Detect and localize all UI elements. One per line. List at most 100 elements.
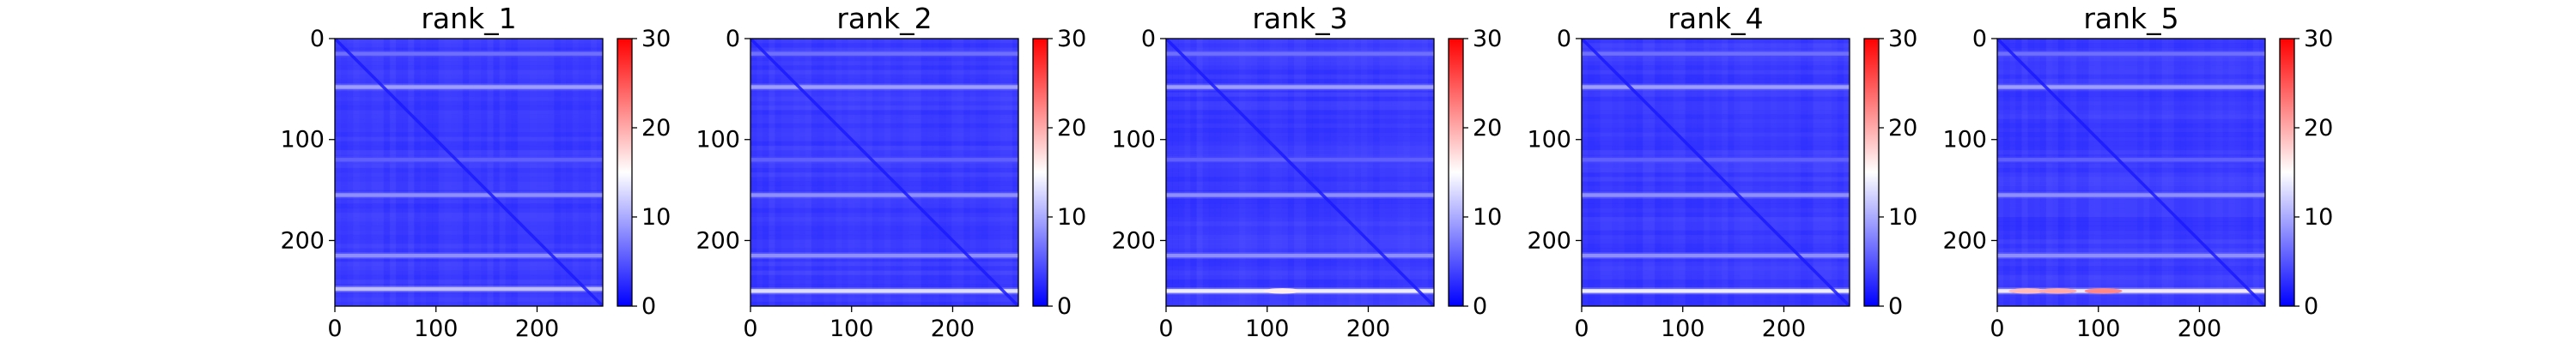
colorbar [1032, 38, 1048, 307]
panel-title: rank_4 [1668, 2, 1763, 35]
colorbar-tick-label: 20 [1888, 115, 1917, 141]
x-tick-label: 100 [414, 316, 459, 342]
row-band-1 [335, 85, 603, 89]
x-tick-label: 200 [2178, 316, 2222, 342]
row-band-4 [1997, 253, 2265, 258]
diagonal [1166, 39, 1434, 306]
panel-title: rank_5 [2083, 2, 2178, 35]
colorbar-tick-label: 10 [2304, 204, 2333, 231]
row-band-3 [335, 193, 603, 197]
colorbar-tick-label: 0 [1888, 293, 1903, 320]
x-tick-label: 0 [1990, 316, 2004, 342]
y-tick-label: 200 [1942, 227, 1987, 254]
row-band-3 [1166, 193, 1434, 197]
x-tick-label: 0 [327, 316, 342, 342]
x-tick-label: 200 [931, 316, 975, 342]
colorbar-tick-label: 10 [1888, 204, 1917, 231]
row-band-3 [1997, 193, 2265, 197]
row-band-5 [1997, 289, 2265, 293]
row-band-2 [1166, 158, 1434, 162]
hotspot-2 [2084, 288, 2123, 294]
colorbar-tick-label: 0 [641, 293, 656, 320]
row-band-2 [335, 158, 603, 162]
colorbar [1863, 38, 1880, 307]
colorbar-tick-label: 30 [1473, 26, 1502, 52]
colorbar [1448, 38, 1464, 307]
row-band-0 [750, 51, 1018, 56]
heatmap-rank_2 [750, 39, 1018, 306]
y-tick-label: 0 [1141, 26, 1156, 52]
x-tick-label: 200 [1762, 316, 1807, 342]
colorbar-tick-label: 30 [641, 26, 671, 52]
y-tick-label: 100 [1527, 127, 1571, 153]
diagonal [335, 39, 603, 306]
y-tick-label: 100 [696, 127, 740, 153]
heatmap-rank_1 [335, 39, 603, 306]
hotspot-0 [1263, 288, 1302, 294]
row-band-1 [750, 85, 1018, 89]
y-tick-label: 200 [280, 227, 325, 254]
x-tick-label: 0 [1574, 316, 1589, 342]
colorbar-tick-label: 0 [1473, 293, 1487, 320]
colorbar-tick-label: 20 [641, 115, 671, 141]
row-band-0 [335, 51, 603, 56]
y-tick-label: 0 [310, 26, 325, 52]
colorbar-tick-label: 10 [641, 204, 671, 231]
y-tick-label: 200 [1111, 227, 1156, 254]
x-tick-label: 0 [743, 316, 757, 342]
row-band-3 [1582, 193, 1850, 197]
colorbar-tick-label: 10 [1473, 204, 1502, 231]
x-tick-label: 100 [1661, 316, 1705, 342]
colorbar-tick-label: 0 [1057, 293, 1072, 320]
row-band-0 [1997, 51, 2265, 56]
y-tick-label: 0 [1557, 26, 1571, 52]
colorbar-tick-label: 30 [2304, 26, 2333, 52]
colorbar-tick-label: 20 [2304, 115, 2333, 141]
colorbar-tick-label: 20 [1057, 115, 1086, 141]
row-band-2 [750, 158, 1018, 162]
row-band-0 [1582, 51, 1850, 56]
y-tick-label: 100 [1111, 127, 1156, 153]
x-tick-label: 100 [1245, 316, 1290, 342]
row-band-4 [750, 253, 1018, 258]
x-tick-label: 200 [515, 316, 560, 342]
heatmap-rank_4 [1582, 39, 1850, 306]
row-band-4 [335, 253, 603, 258]
row-band-4 [1166, 253, 1434, 258]
hotspot-0 [2008, 288, 2047, 294]
colorbar [617, 38, 633, 307]
y-tick-label: 100 [280, 127, 325, 153]
diagonal [750, 39, 1018, 306]
x-tick-label: 200 [1346, 316, 1391, 342]
colorbar [2279, 38, 2295, 307]
row-band-1 [1166, 85, 1434, 89]
colorbar-tick-label: 10 [1057, 204, 1086, 231]
row-band-2 [1582, 158, 1850, 162]
panel-title: rank_2 [836, 2, 932, 35]
colorbar-tick-label: 0 [2304, 293, 2318, 320]
heatmap-rank_3 [1166, 39, 1434, 306]
diagonal [1997, 39, 2265, 306]
panel-title: rank_3 [1252, 2, 1347, 35]
y-tick-label: 200 [1527, 227, 1571, 254]
x-tick-label: 100 [2076, 316, 2121, 342]
y-tick-label: 0 [1972, 26, 1987, 52]
row-band-2 [1997, 158, 2265, 162]
y-tick-label: 100 [1942, 127, 1987, 153]
row-band-1 [1997, 85, 2265, 89]
row-band-5 [1582, 289, 1850, 293]
row-band-3 [750, 193, 1018, 197]
panel-title: rank_1 [421, 2, 516, 35]
y-tick-label: 200 [696, 227, 740, 254]
x-tick-label: 100 [829, 316, 874, 342]
row-band-5 [335, 286, 603, 292]
row-band-4 [1582, 253, 1850, 258]
diagonal [1582, 39, 1850, 306]
colorbar-tick-label: 30 [1057, 26, 1086, 52]
colorbar-tick-label: 20 [1473, 115, 1502, 141]
x-tick-label: 0 [1158, 316, 1173, 342]
row-band-1 [1582, 85, 1850, 89]
row-band-5 [750, 289, 1018, 293]
heatmap-rank_5 [1997, 39, 2265, 306]
